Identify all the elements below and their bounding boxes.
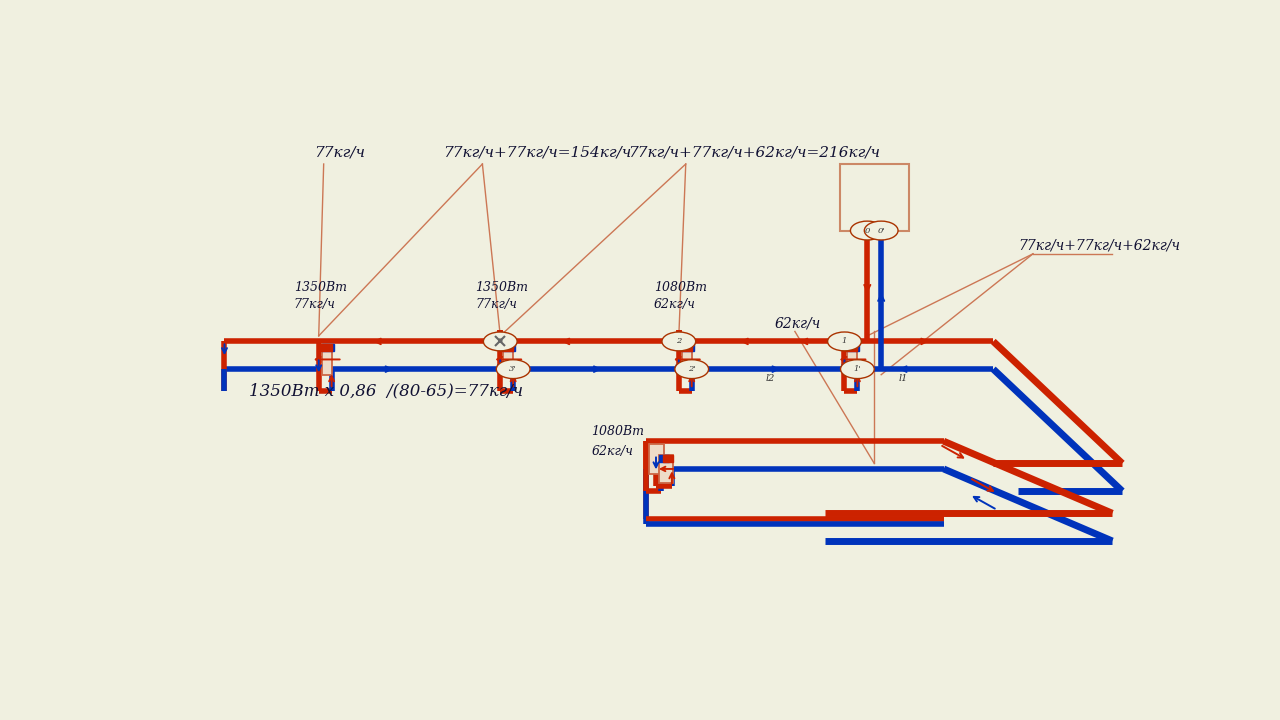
Bar	[847, 344, 859, 351]
Text: 77кг/ч+77кг/ч=154кг/ч: 77кг/ч+77кг/ч=154кг/ч	[443, 145, 631, 160]
Text: 62кг/ч: 62кг/ч	[654, 298, 696, 311]
Text: 1: 1	[842, 338, 847, 346]
Circle shape	[864, 221, 899, 240]
Text: 3: 3	[498, 338, 503, 346]
Bar	[321, 344, 334, 351]
Bar	[846, 344, 858, 351]
Text: l1: l1	[899, 374, 909, 383]
Bar	[649, 444, 664, 474]
Bar	[320, 344, 332, 351]
Text: 62кг/ч: 62кг/ч	[591, 445, 634, 458]
Text: 62кг/ч: 62кг/ч	[776, 316, 822, 330]
Bar	[503, 344, 515, 351]
Circle shape	[497, 360, 530, 379]
Bar	[659, 455, 669, 462]
Bar	[847, 344, 858, 374]
Text: 1350Вт х 0,86  /(80-65)=77кг/ч: 1350Вт х 0,86 /(80-65)=77кг/ч	[250, 382, 524, 400]
Bar	[840, 164, 909, 230]
Bar	[680, 344, 691, 351]
Text: 77кг/ч: 77кг/ч	[294, 298, 335, 311]
Text: l2: l2	[765, 374, 774, 383]
Text: 1350Вт: 1350Вт	[294, 282, 347, 294]
Circle shape	[841, 360, 874, 379]
Text: 77кг/ч: 77кг/ч	[314, 145, 365, 160]
Text: 0: 0	[864, 227, 870, 235]
Bar	[503, 344, 513, 374]
Text: 77кг/ч: 77кг/ч	[475, 298, 517, 311]
Bar	[502, 344, 513, 351]
Text: 1080Вт: 1080Вт	[591, 426, 645, 438]
Text: 1080Вт: 1080Вт	[654, 282, 707, 294]
Bar	[659, 455, 673, 483]
Text: 77кг/ч+77кг/ч+62кг/ч=216кг/ч: 77кг/ч+77кг/ч+62кг/ч=216кг/ч	[628, 145, 881, 160]
Circle shape	[675, 360, 709, 379]
Text: 3': 3'	[509, 365, 517, 373]
Bar	[682, 344, 691, 374]
Text: 1': 1'	[854, 365, 861, 373]
Text: 1350Вт: 1350Вт	[475, 282, 529, 294]
Text: 2': 2'	[687, 365, 695, 373]
Circle shape	[662, 332, 696, 351]
Circle shape	[850, 221, 884, 240]
Text: 2: 2	[676, 338, 681, 346]
Circle shape	[484, 332, 517, 351]
Bar	[663, 455, 673, 462]
Bar	[682, 344, 694, 351]
Text: 77кг/ч+77кг/ч+62кг/ч: 77кг/ч+77кг/ч+62кг/ч	[1018, 239, 1180, 253]
Text: 0': 0'	[877, 227, 884, 235]
Bar	[321, 344, 332, 374]
Circle shape	[828, 332, 861, 351]
